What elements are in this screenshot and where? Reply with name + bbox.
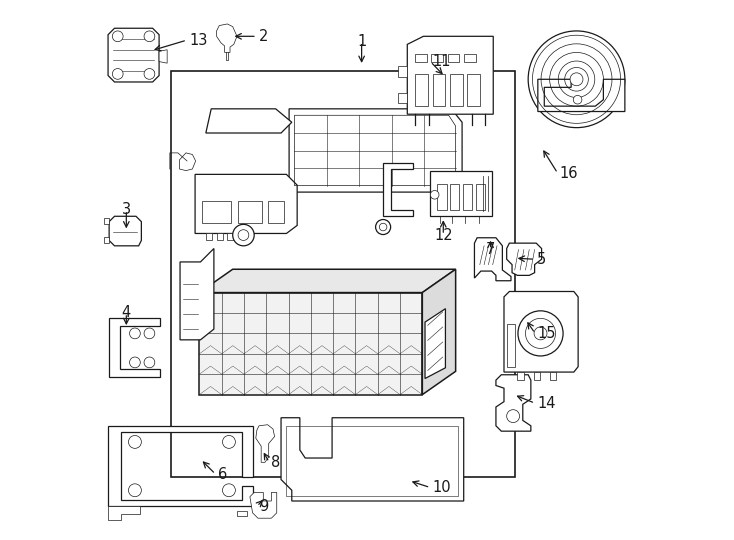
Polygon shape bbox=[407, 36, 493, 114]
Circle shape bbox=[144, 328, 155, 339]
Circle shape bbox=[129, 357, 140, 368]
Bar bbox=[450, 184, 459, 210]
Polygon shape bbox=[422, 269, 456, 395]
Polygon shape bbox=[506, 323, 515, 367]
Text: 2: 2 bbox=[259, 29, 269, 44]
Text: 14: 14 bbox=[537, 396, 556, 411]
Circle shape bbox=[430, 191, 439, 199]
Circle shape bbox=[128, 435, 142, 448]
Bar bbox=[430, 171, 493, 217]
Polygon shape bbox=[228, 233, 233, 240]
Bar bbox=[476, 184, 485, 210]
Polygon shape bbox=[217, 233, 223, 240]
Text: 7: 7 bbox=[486, 242, 495, 257]
Polygon shape bbox=[238, 233, 244, 240]
Bar bbox=[238, 201, 262, 222]
Bar bbox=[415, 74, 428, 106]
Circle shape bbox=[376, 219, 390, 234]
Polygon shape bbox=[159, 50, 167, 63]
Circle shape bbox=[238, 230, 249, 240]
Text: 15: 15 bbox=[537, 326, 556, 341]
Circle shape bbox=[526, 319, 556, 348]
Polygon shape bbox=[398, 66, 407, 77]
Polygon shape bbox=[517, 372, 524, 380]
Circle shape bbox=[528, 31, 625, 127]
Circle shape bbox=[129, 328, 140, 339]
Polygon shape bbox=[496, 375, 531, 431]
Polygon shape bbox=[103, 237, 109, 243]
Polygon shape bbox=[255, 425, 275, 462]
Polygon shape bbox=[180, 248, 214, 340]
Polygon shape bbox=[206, 109, 292, 133]
Polygon shape bbox=[425, 309, 446, 379]
Polygon shape bbox=[109, 319, 160, 377]
Polygon shape bbox=[108, 507, 140, 520]
Circle shape bbox=[570, 73, 583, 86]
Polygon shape bbox=[109, 217, 142, 246]
Circle shape bbox=[128, 484, 142, 497]
Bar bbox=[202, 201, 231, 222]
Bar bbox=[450, 74, 462, 106]
Polygon shape bbox=[195, 174, 297, 233]
Circle shape bbox=[222, 484, 236, 497]
Polygon shape bbox=[200, 293, 422, 395]
Bar bbox=[286, 426, 458, 496]
Text: 16: 16 bbox=[560, 166, 578, 181]
Text: 6: 6 bbox=[218, 467, 227, 482]
Circle shape bbox=[534, 327, 547, 340]
Bar bbox=[437, 184, 446, 210]
Text: 8: 8 bbox=[272, 455, 280, 470]
Polygon shape bbox=[506, 243, 542, 275]
Polygon shape bbox=[180, 153, 196, 171]
Bar bbox=[448, 54, 459, 62]
Polygon shape bbox=[398, 93, 407, 104]
Circle shape bbox=[144, 31, 155, 42]
Polygon shape bbox=[217, 24, 237, 52]
Circle shape bbox=[233, 224, 254, 246]
Polygon shape bbox=[289, 109, 462, 192]
Bar bbox=[432, 74, 446, 106]
Bar bbox=[467, 74, 480, 106]
Text: 3: 3 bbox=[122, 202, 131, 217]
Circle shape bbox=[573, 96, 582, 104]
Bar bbox=[171, 71, 515, 477]
Polygon shape bbox=[538, 79, 625, 112]
Polygon shape bbox=[504, 292, 578, 372]
Polygon shape bbox=[108, 426, 253, 507]
Circle shape bbox=[144, 357, 155, 368]
Polygon shape bbox=[103, 218, 109, 224]
Bar bbox=[432, 54, 443, 62]
Bar bbox=[464, 54, 476, 62]
Polygon shape bbox=[474, 238, 511, 281]
Polygon shape bbox=[108, 28, 159, 82]
Polygon shape bbox=[200, 269, 456, 293]
Text: 11: 11 bbox=[432, 54, 451, 69]
Circle shape bbox=[518, 311, 563, 356]
Text: 12: 12 bbox=[434, 227, 453, 242]
Text: 10: 10 bbox=[432, 480, 451, 495]
Text: 5: 5 bbox=[537, 252, 547, 267]
Polygon shape bbox=[206, 233, 212, 240]
Text: 9: 9 bbox=[259, 499, 268, 514]
Text: 4: 4 bbox=[122, 306, 131, 320]
Circle shape bbox=[112, 69, 123, 79]
Bar bbox=[268, 201, 284, 222]
Circle shape bbox=[112, 31, 123, 42]
Text: 1: 1 bbox=[357, 34, 366, 49]
Polygon shape bbox=[550, 372, 556, 380]
Circle shape bbox=[379, 223, 387, 231]
Circle shape bbox=[222, 435, 236, 448]
Bar bbox=[415, 54, 427, 62]
Polygon shape bbox=[534, 372, 540, 380]
Polygon shape bbox=[281, 418, 464, 501]
Circle shape bbox=[144, 69, 155, 79]
Text: 13: 13 bbox=[189, 32, 208, 48]
Circle shape bbox=[506, 410, 520, 423]
Polygon shape bbox=[237, 511, 247, 516]
Polygon shape bbox=[250, 492, 277, 518]
Bar bbox=[462, 184, 472, 210]
Polygon shape bbox=[383, 163, 413, 217]
